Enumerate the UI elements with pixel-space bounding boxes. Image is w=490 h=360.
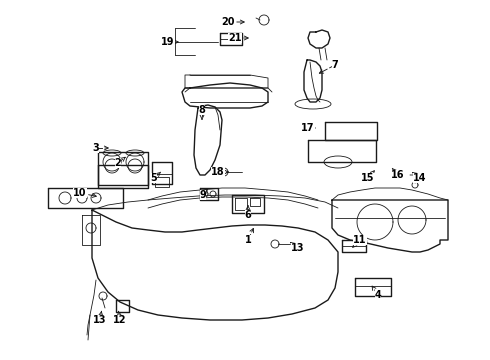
Text: 7: 7	[332, 60, 339, 70]
Text: 19: 19	[161, 37, 175, 47]
Text: 8: 8	[198, 105, 205, 115]
Text: 17: 17	[301, 123, 315, 133]
Text: 3: 3	[93, 143, 99, 153]
Text: 1: 1	[245, 235, 251, 245]
Text: 18: 18	[211, 167, 225, 177]
Text: 14: 14	[413, 173, 427, 183]
Text: 10: 10	[73, 188, 87, 198]
Text: 13: 13	[93, 315, 107, 325]
Text: 5: 5	[150, 173, 157, 183]
Text: 4: 4	[375, 290, 381, 300]
Text: 13: 13	[291, 243, 305, 253]
Text: 2: 2	[115, 158, 122, 168]
Text: 11: 11	[353, 235, 367, 245]
Text: 15: 15	[361, 173, 375, 183]
Text: 16: 16	[391, 170, 405, 180]
Text: 6: 6	[245, 210, 251, 220]
Text: 20: 20	[221, 17, 235, 27]
Text: 21: 21	[228, 33, 242, 43]
Text: 9: 9	[199, 190, 206, 200]
Text: 12: 12	[113, 315, 127, 325]
